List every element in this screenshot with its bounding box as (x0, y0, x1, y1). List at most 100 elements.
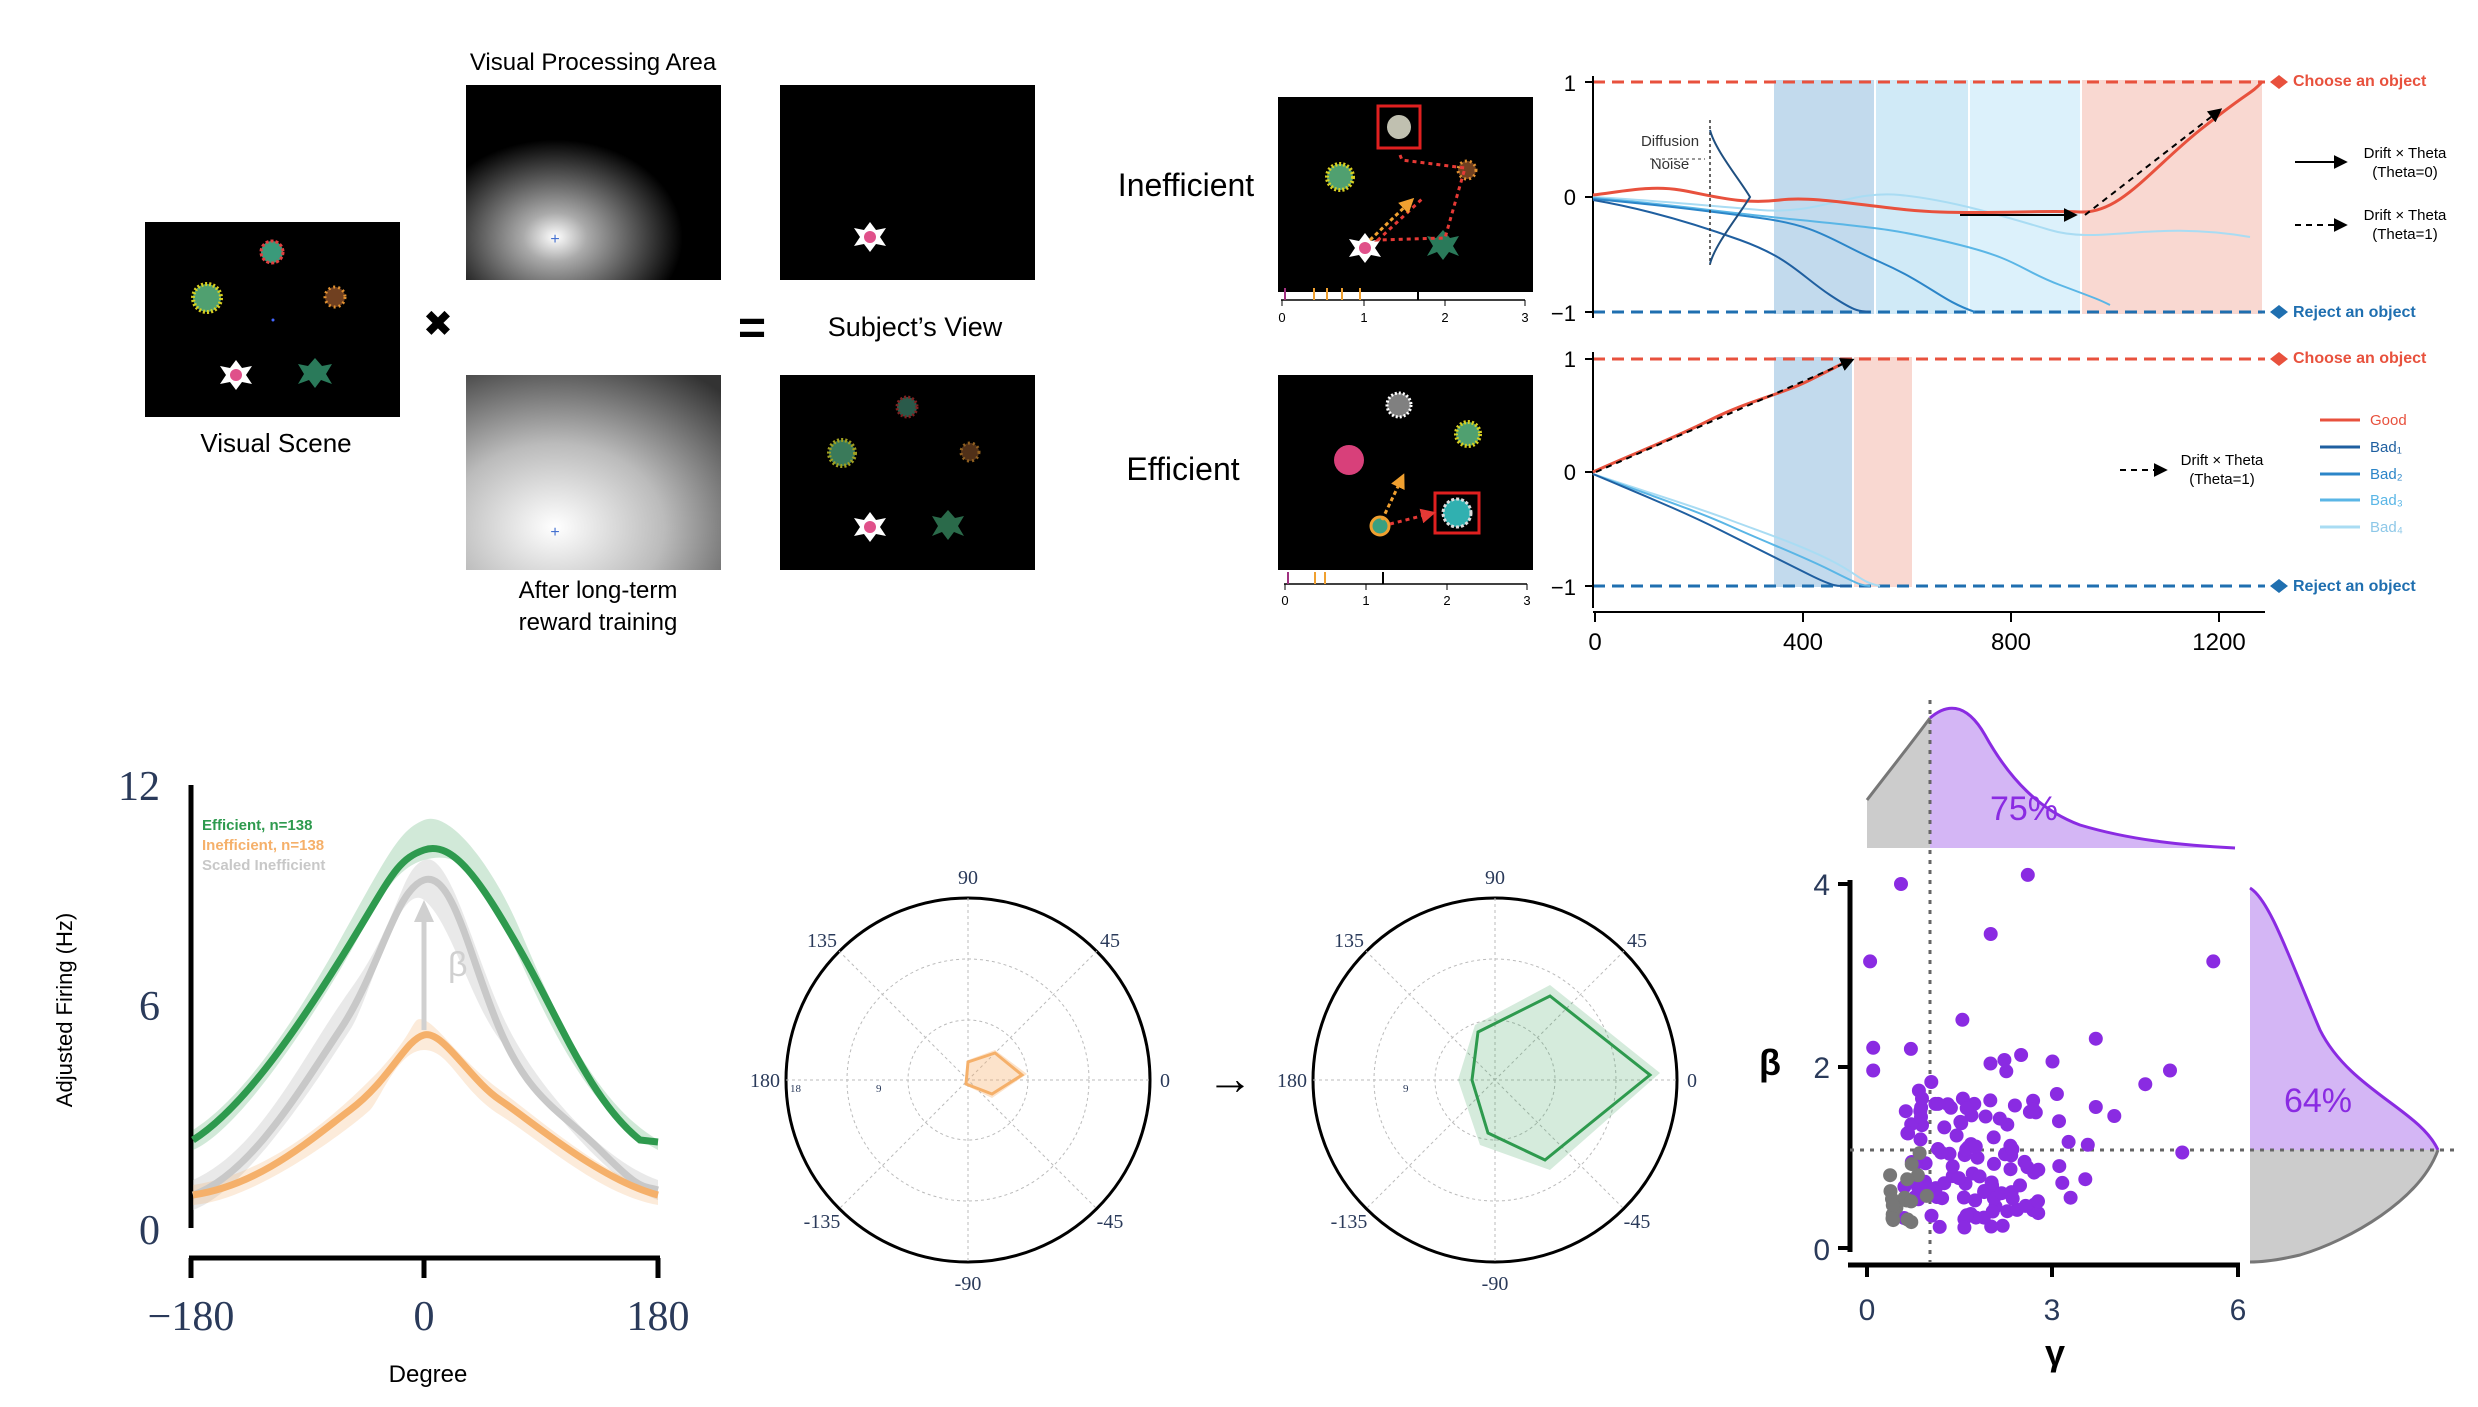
diffusion-label-2: Noise (1651, 156, 1689, 173)
scatter-point-purple (1866, 1063, 1881, 1078)
panel-b: Inefficient Efficient (1118, 71, 2447, 656)
scatter-point-purple (1903, 1041, 1918, 1056)
reject-label-top: Reject an object (2293, 304, 2416, 321)
scatter-point-purple (1901, 1126, 1916, 1141)
scatter-point-purple (2138, 1077, 2153, 1092)
scatter-point-purple (2061, 1134, 2076, 1149)
efficient-line (191, 845, 659, 1146)
c-xlabel: Degree (389, 1361, 468, 1388)
x-tick-400: 400 (1783, 629, 1823, 656)
trace-bad2-top (1592, 198, 1976, 313)
d2-angle-m135: -135 (1331, 1211, 1368, 1233)
c-ylabel: Adjusted Firing (Hz) (52, 913, 77, 1107)
trace-bad4-top (1592, 193, 2251, 238)
scatter-point-purple (1913, 1104, 1928, 1119)
scaled-inefficient-line (191, 875, 659, 1199)
scatter-point-purple (2063, 1190, 2078, 1205)
panel-d-polar-efficient: 90 45 0 -45 -90 -135 180 135 9 (1277, 867, 1697, 1295)
panel-e: 75% 64% 4 2 0 0 3 6 β γ (1759, 700, 2460, 1373)
scatter-point-purple (2003, 1162, 2018, 1177)
scatter-point-purple (1911, 1180, 1925, 1195)
mini-tick-e3: 3 (1523, 593, 1530, 608)
diffusion-noise-curve (1709, 129, 1752, 265)
d1-angle-m45: -45 (1097, 1211, 1124, 1233)
scatter-point-purple (2107, 1109, 2122, 1123)
scatter-point-purple (2014, 1048, 2029, 1062)
legend-drift-1: Drift × Theta (2364, 207, 2447, 224)
d2-angle-45: 45 (1627, 930, 1647, 952)
trace-bad3-top (1592, 197, 2111, 306)
d2-angle-90: 90 (1485, 867, 1505, 889)
scatter-point-purple (2020, 867, 2035, 882)
scatter-point-purple (1999, 1064, 2014, 1079)
legend-bad1: Bad₁ (2370, 439, 2402, 456)
c-x-tick-180: 180 (627, 1294, 690, 1340)
scatter-point-purple (1959, 1101, 1974, 1116)
d2-angle-m90: -90 (1482, 1273, 1509, 1295)
scatter-point-purple (1866, 1040, 1881, 1055)
d1-ring-18: 18 (790, 1083, 802, 1095)
scatter-point-purple (2206, 954, 2221, 969)
processing-area-label: Visual Processing Area (470, 49, 717, 76)
scatter-point-purple (1992, 1111, 2007, 1126)
scatter-point-gray (1912, 1146, 1927, 1161)
legend-theta0: (Theta=0) (2372, 164, 2437, 181)
subjects-view-image (780, 85, 1035, 280)
ddm-plot-inefficient: 1 0 −1 Diffusion Noise Choose an object … (1551, 71, 2427, 326)
scatter-point-purple (2163, 1063, 2177, 1078)
scatter-point-purple (1932, 1219, 1947, 1234)
beta-label: β (448, 946, 468, 984)
trace-good-top (1592, 80, 2264, 215)
scatter-point-purple (1983, 1056, 1998, 1071)
y-tick-bot-0: 0 (1564, 460, 1576, 485)
c-y-tick-0: 0 (139, 1208, 160, 1254)
training-label-line1: After long-term (519, 577, 678, 604)
scatter-point-gray (1883, 1168, 1898, 1183)
trace-bad3-bottom (1592, 473, 1871, 587)
right-density-purple (2250, 888, 2438, 1150)
scatter-point-purple (1924, 1208, 1939, 1223)
equals-symbol: = (738, 302, 766, 355)
y-tick-bot-1: 1 (1564, 347, 1576, 372)
scatter-point-purple (1918, 1156, 1933, 1171)
c-x-tick-m180: −180 (148, 1294, 235, 1340)
legend-drift-0: Drift × Theta (2364, 145, 2447, 162)
scatter-point-gray (1885, 1198, 1900, 1213)
mini-tick-1: 1 (1360, 310, 1367, 325)
ddm-legend-top: Drift × Theta (Theta=0) Drift × Theta (T… (2295, 145, 2447, 243)
scatter-point-purple (1953, 1114, 1968, 1129)
inefficient-band (193, 1019, 658, 1205)
visual-scene-image (145, 222, 400, 417)
legend-drift-e: Drift × Theta (2181, 452, 2264, 469)
choose-label-bot: Choose an object (2293, 350, 2427, 367)
right-pct-label: 64% (2284, 1082, 2352, 1120)
scatter-point-purple (1987, 1156, 2001, 1171)
d2-ring-9: 9 (1403, 1083, 1409, 1095)
scatter-point-purple (1985, 1204, 2000, 1219)
efficient-label: Efficient (1126, 451, 1239, 487)
scatter-point-purple (1863, 954, 1878, 969)
diffusion-label-1: Diffusion (1641, 133, 1699, 150)
scatter-point-purple (1968, 1193, 1983, 1208)
top-pct-label: 75% (1990, 790, 2058, 828)
panel-d-polar-inefficient: 90 45 0 -45 -90 -135 180 135 18 9 (750, 867, 1170, 1295)
processing-area-trained-image (466, 375, 721, 570)
d1-angle-45: 45 (1100, 930, 1120, 952)
band-e1 (1774, 357, 1852, 587)
top-density-line-gray (1865, 717, 1932, 801)
panel-d-arrow: → (1207, 1052, 1253, 1104)
trace-bad1-bottom (1592, 473, 1851, 588)
e-y-tick-0: 0 (1813, 1234, 1830, 1267)
legend-theta1: (Theta=1) (2372, 226, 2437, 243)
scatter-point-purple (2175, 1145, 2190, 1160)
scatter-point-purple (1937, 1120, 1952, 1135)
scatter-point-gray (1904, 1157, 1919, 1172)
scatter-point-purple (2055, 1175, 2070, 1190)
mini-tick-2: 2 (1441, 310, 1448, 325)
scatter-point-purple (1931, 1096, 1946, 1111)
ddm-plot-efficient: 1 0 −1 Choose an object Reject an object (1551, 347, 2427, 608)
legend-efficient: Efficient, n=138 (202, 817, 312, 834)
scatter-point-purple (1977, 1185, 1992, 1200)
scatter-point-purple (2007, 1098, 2022, 1113)
